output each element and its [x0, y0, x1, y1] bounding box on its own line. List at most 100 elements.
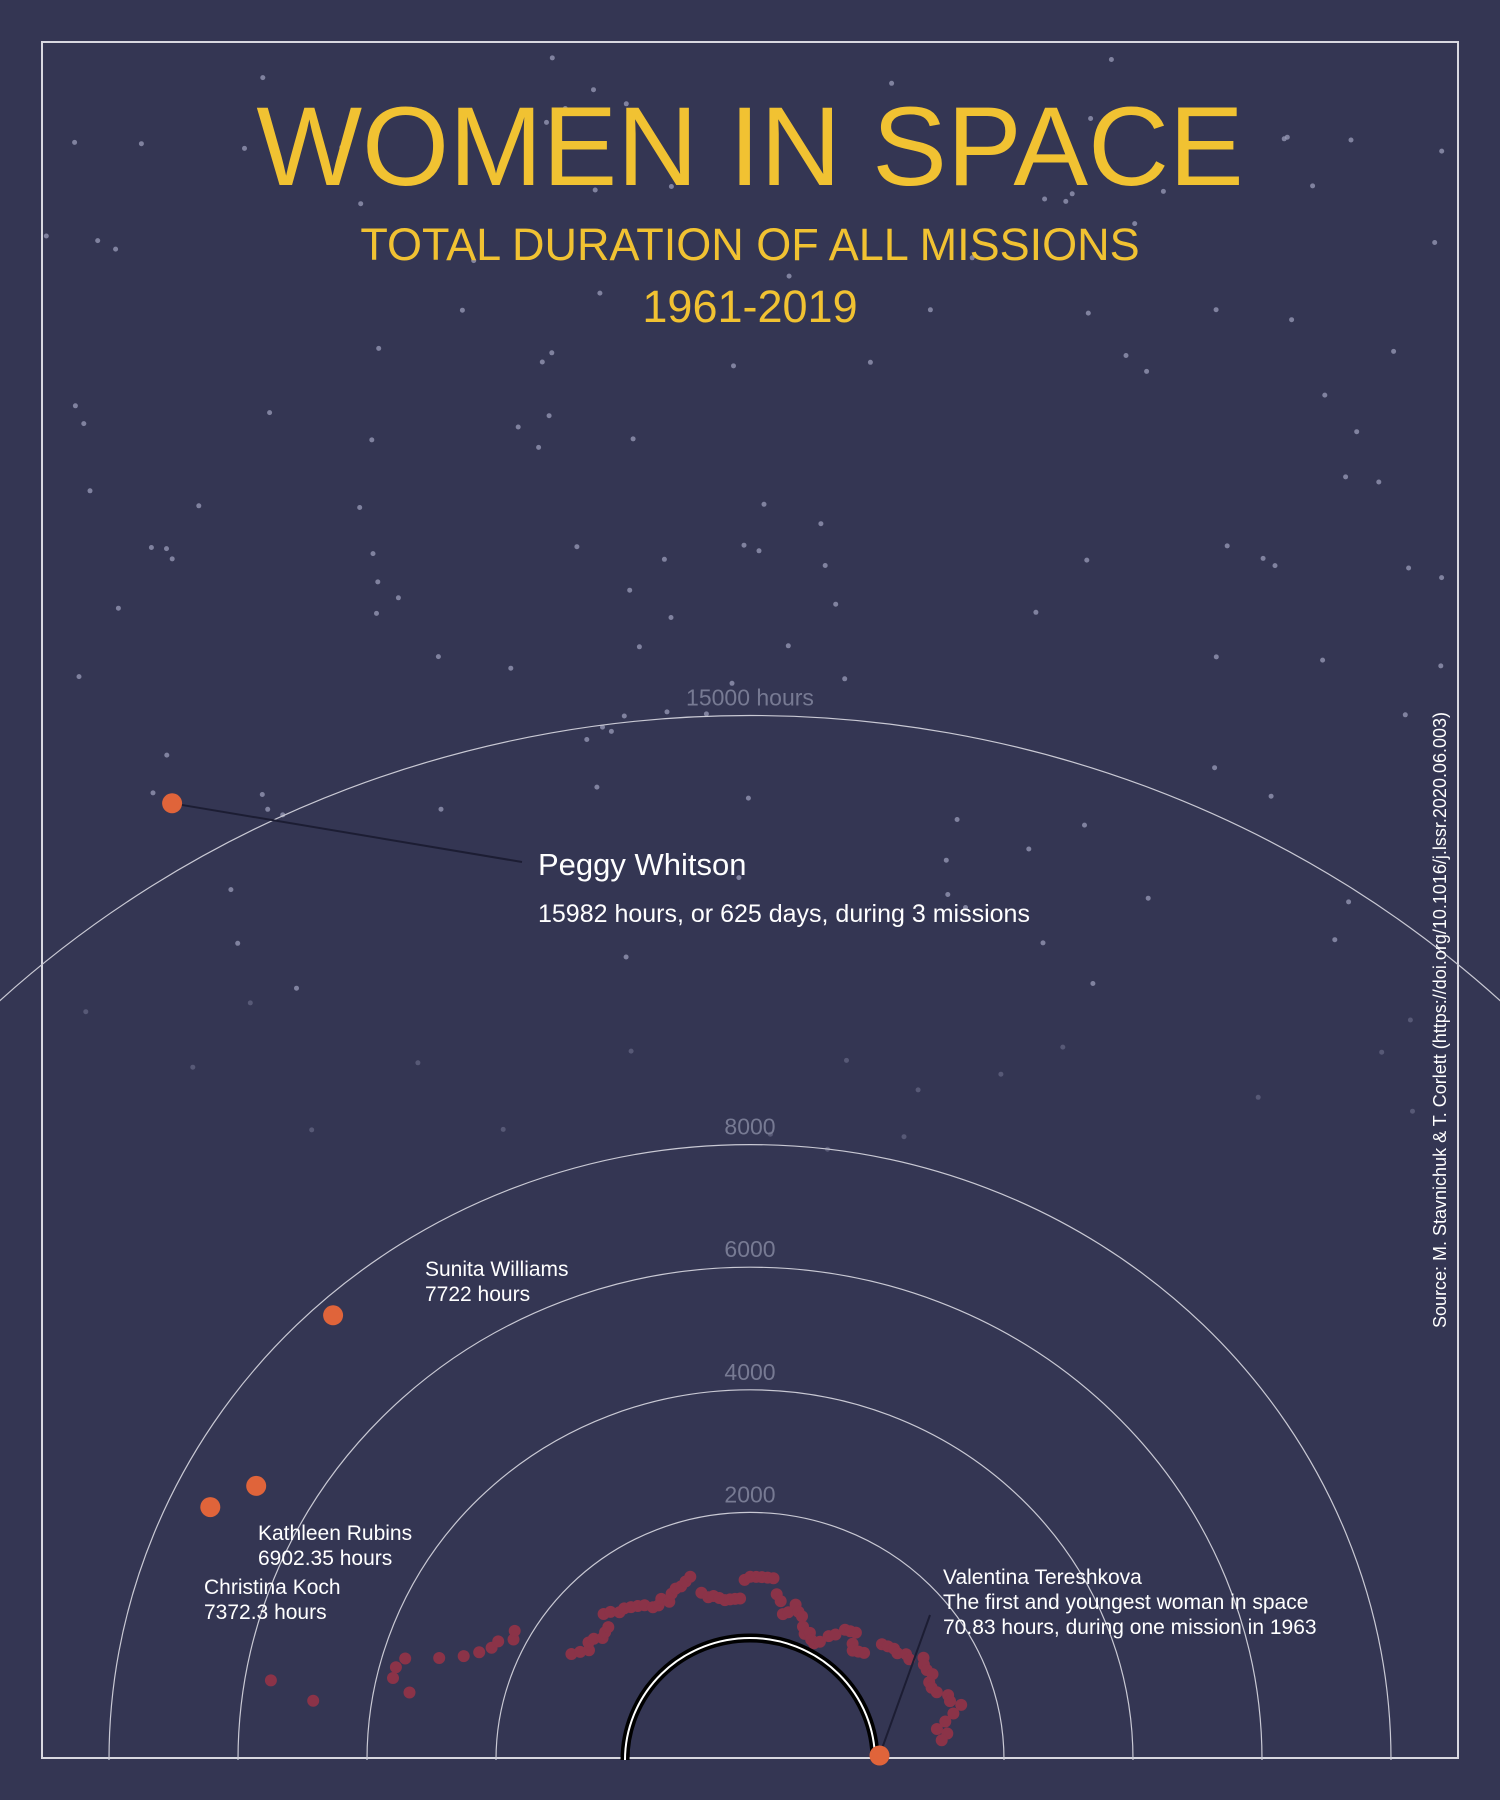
star	[1391, 348, 1397, 354]
star	[294, 985, 299, 991]
star	[591, 87, 596, 93]
star	[544, 119, 549, 125]
grid-ring	[237, 1266, 1263, 1761]
annotation-detail: 7372.3 hours	[204, 1601, 327, 1624]
star	[1212, 765, 1218, 771]
star	[500, 1126, 506, 1132]
star	[562, 106, 568, 111]
star	[1272, 563, 1278, 569]
astronaut-dot	[947, 1707, 960, 1720]
star	[81, 421, 87, 427]
star	[969, 255, 975, 261]
star	[1144, 368, 1150, 374]
astronaut-dot	[955, 1698, 968, 1711]
star	[72, 139, 78, 145]
star	[43, 233, 49, 239]
star	[72, 403, 78, 409]
astronaut-dot	[829, 1628, 842, 1641]
star	[549, 55, 555, 61]
star	[150, 790, 156, 796]
star	[1407, 1017, 1413, 1023]
star	[1346, 899, 1352, 905]
star	[471, 258, 477, 264]
star	[228, 887, 234, 893]
star	[242, 145, 247, 151]
astronaut-dot	[604, 1605, 617, 1618]
star	[761, 501, 767, 507]
astronaut-dot	[684, 1570, 697, 1583]
astronaut-dot	[457, 1650, 470, 1663]
star	[636, 644, 642, 650]
star	[786, 273, 792, 279]
annotation-name: Christina Koch	[204, 1576, 341, 1599]
star	[267, 410, 273, 416]
star	[235, 940, 241, 946]
star	[661, 556, 667, 562]
star	[438, 806, 444, 812]
star	[190, 1064, 196, 1070]
star	[630, 436, 636, 442]
star	[415, 1060, 421, 1066]
star	[1255, 1094, 1261, 1100]
star	[785, 643, 791, 649]
star	[608, 728, 614, 734]
star	[954, 817, 960, 822]
grid-ring-label: 15000 hours	[686, 685, 814, 711]
star	[915, 1087, 921, 1093]
astronaut-dot	[796, 1610, 808, 1623]
star	[767, 1131, 773, 1137]
astronaut-dot-highlight	[869, 1745, 890, 1766]
star	[664, 709, 670, 715]
star	[963, 905, 968, 910]
astronaut-dot	[433, 1652, 446, 1664]
grid-ring	[0, 714, 1500, 1002]
star	[1213, 307, 1219, 313]
astronaut-dot	[813, 1635, 826, 1648]
star	[1310, 183, 1316, 189]
astronaut-dot	[891, 1647, 904, 1660]
grid-ring-label: 4000	[724, 1359, 775, 1385]
astronaut-dot-highlight	[246, 1475, 267, 1496]
astronaut-dot-highlight	[323, 1305, 344, 1326]
astronaut-dot	[774, 1595, 787, 1608]
astronaut-dot	[935, 1734, 948, 1747]
grid-ring-label: 8000	[724, 1114, 775, 1140]
astronaut-dot	[307, 1694, 320, 1707]
star	[703, 711, 709, 717]
star	[508, 665, 514, 671]
astronaut-dot	[849, 1626, 862, 1639]
star	[1040, 940, 1046, 946]
star	[668, 615, 674, 620]
star	[138, 141, 144, 147]
star	[998, 1071, 1004, 1077]
star	[87, 488, 93, 494]
star	[309, 1127, 315, 1133]
star	[169, 556, 175, 562]
star	[574, 544, 580, 550]
star	[729, 680, 735, 686]
star	[113, 246, 119, 252]
star	[592, 187, 598, 193]
star	[1260, 555, 1266, 561]
star	[370, 551, 376, 557]
star	[943, 857, 949, 863]
astronaut-dots	[264, 1570, 968, 1747]
star	[818, 521, 824, 527]
star	[1289, 317, 1295, 323]
star	[358, 201, 364, 207]
chart-years: 1961-2019	[642, 281, 857, 332]
annotation-name: Sunita Williams	[425, 1258, 569, 1281]
chart-subtitle: TOTAL DURATION OF ALL MISSIONS	[360, 219, 1139, 270]
star	[623, 954, 629, 960]
astronaut-dot	[508, 1624, 521, 1637]
astronaut-dot-highlight	[200, 1497, 221, 1518]
star	[376, 345, 382, 351]
star	[196, 503, 202, 509]
star	[536, 444, 542, 450]
astronaut-dot	[387, 1672, 399, 1684]
astronaut-dot	[782, 1606, 795, 1619]
annotation-leader	[171, 802, 523, 863]
star	[395, 595, 401, 601]
star	[1348, 137, 1354, 143]
